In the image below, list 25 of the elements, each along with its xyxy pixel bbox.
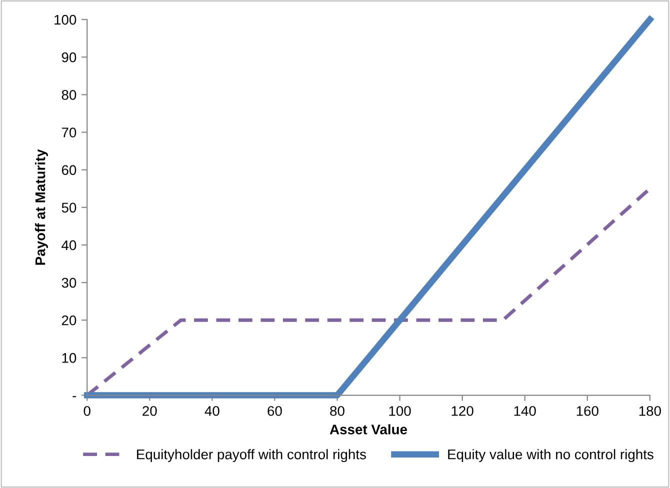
y-tick-label: 60 — [62, 165, 76, 175]
y-tick-label: 20 — [62, 315, 76, 326]
y-tick-label: 50 — [62, 202, 76, 213]
y-tick-label: - — [72, 396, 76, 398]
x-tick-label: 20 — [142, 406, 157, 416]
x-tick-label: 80 — [330, 406, 344, 416]
y-tick-label: 90 — [62, 52, 76, 62]
legend-label: Equityholder payoff with control rights — [137, 449, 366, 462]
legend-label: Equity value with no control rights — [448, 449, 654, 462]
y-tick-label: 40 — [62, 240, 76, 250]
x-axis-title: Asset Value — [330, 424, 408, 434]
x-tick-label: 60 — [268, 406, 282, 416]
y-tick-label: 100 — [54, 14, 76, 25]
y-tick-label: 80 — [62, 90, 76, 100]
x-tick-label: 100 — [389, 406, 411, 416]
y-tick-label: 10 — [62, 353, 76, 363]
x-tick-label: 120 — [452, 406, 474, 416]
y-tick-label: 30 — [62, 278, 76, 288]
y-tick-label: 70 — [62, 128, 76, 138]
x-tick-label: 180 — [639, 406, 661, 416]
x-tick-label: 40 — [204, 406, 220, 416]
x-tick-label: 160 — [576, 406, 598, 416]
y-axis-title: Payoff at Maturity — [35, 149, 48, 265]
x-tick-label: 0 — [84, 406, 90, 416]
x-tick-label: 140 — [514, 406, 536, 416]
